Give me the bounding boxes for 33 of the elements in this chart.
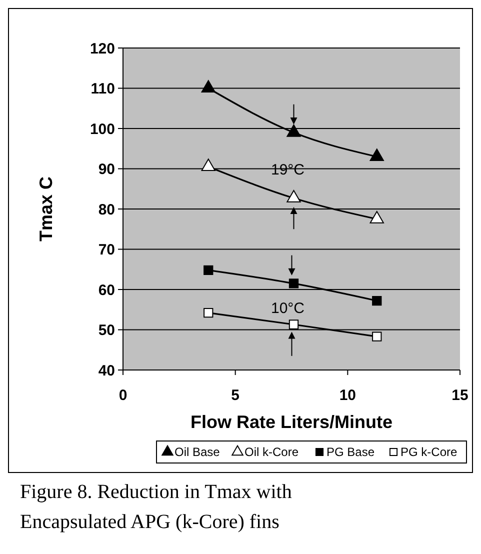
y-axis-title: Tmax C	[36, 176, 56, 242]
y-tick-label: 70	[98, 242, 115, 258]
caption: Figure 8. Reduction in Tmax with Encapsulated APG (k-Core) fins	[20, 481, 292, 533]
point	[372, 296, 382, 306]
y-tick-label: 60	[98, 282, 115, 299]
point	[288, 278, 299, 288]
legend-label: PG k-Core	[400, 445, 458, 460]
x-axis-title: Flow Rate Liters/Minute	[190, 412, 393, 432]
point	[204, 265, 214, 276]
y-tick-label: 90	[98, 161, 115, 178]
y-tick-label: 50	[98, 322, 115, 339]
y-tick-label: 80	[98, 201, 115, 218]
point	[288, 320, 299, 330]
point	[372, 332, 382, 342]
point	[370, 148, 384, 161]
annotation: 10°C	[270, 300, 305, 318]
point	[204, 308, 214, 318]
x-tick-label: 0	[118, 387, 128, 404]
legend-label: Oil k-Core	[244, 445, 299, 460]
point	[286, 124, 301, 137]
point	[286, 190, 301, 202]
y-tick-label: 40	[98, 362, 115, 380]
y-tick-label: 100	[90, 120, 115, 138]
x-tick-label: 15	[452, 387, 468, 404]
point	[201, 80, 216, 93]
legend-label: PG Base	[326, 445, 375, 460]
point	[370, 210, 384, 224]
x-tick-label: 5	[231, 387, 240, 404]
legend-label: Oil Base	[174, 445, 220, 460]
point	[201, 158, 216, 172]
x-tick-label: 10	[339, 387, 356, 404]
y-tick-label: 110	[90, 80, 115, 98]
y-tick-label: 120	[90, 40, 115, 58]
